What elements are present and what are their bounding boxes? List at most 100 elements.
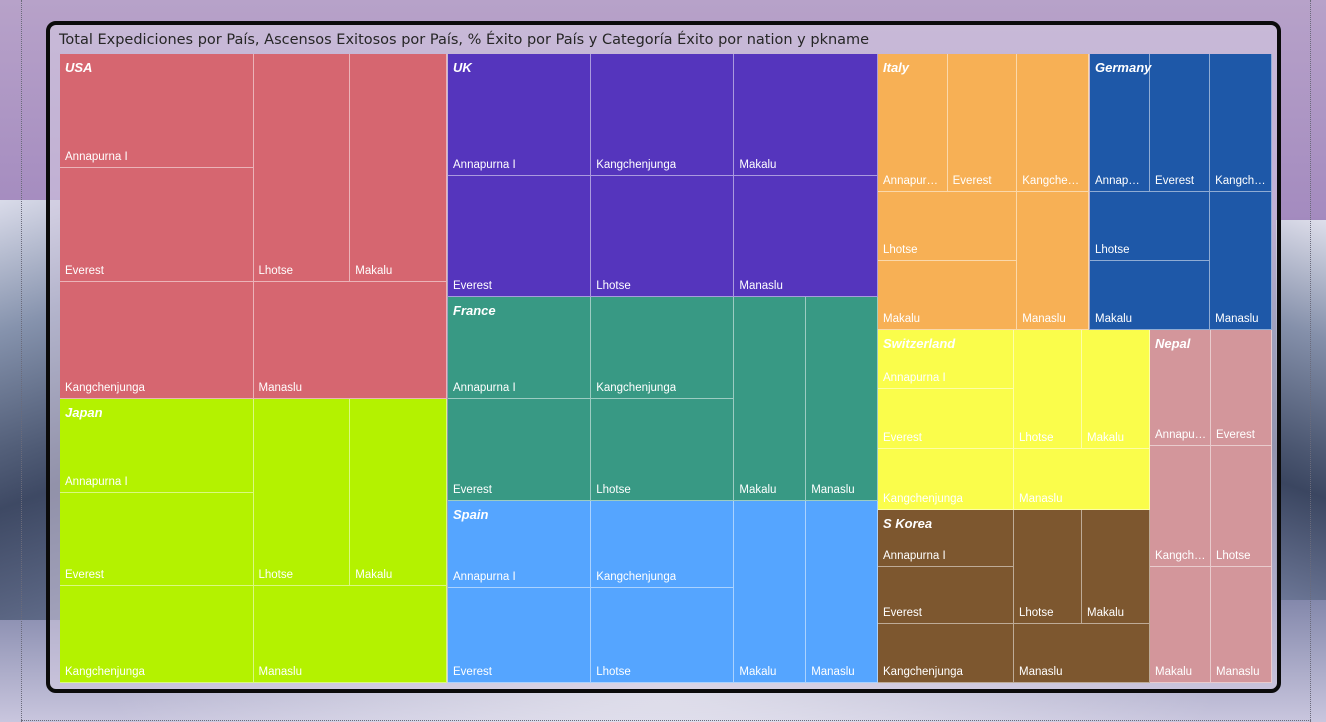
treemap-leaf[interactable]: Manaslu: [806, 297, 878, 501]
treemap-leaf[interactable]: Lhotse: [878, 192, 1018, 261]
treemap-leaf[interactable]: Kangchenjunga: [591, 501, 735, 589]
treemap-leaf[interactable]: Everest: [947, 54, 1018, 192]
treemap-leaf-label: Manaslu: [811, 666, 855, 678]
treemap-leaf[interactable]: Annapurna I: [448, 297, 592, 399]
treemap-leaf-label: Lhotse: [596, 665, 631, 678]
treemap-leaf[interactable]: Manaslu: [1211, 566, 1272, 683]
treemap-leaf[interactable]: Makalu: [1082, 510, 1150, 625]
treemap-leaf-label: Manaslu: [1216, 665, 1260, 678]
treemap-leaf-label: Lhotse: [1216, 549, 1251, 562]
treemap-leaf[interactable]: Everest: [1150, 54, 1211, 192]
treemap-leaf[interactable]: Everest: [1211, 330, 1272, 447]
treemap-leaf[interactable]: Annapurna I: [60, 54, 254, 168]
treemap-leaf[interactable]: Everest: [448, 399, 592, 501]
treemap-leaf[interactable]: Lhotse: [1014, 330, 1082, 449]
treemap-leaf[interactable]: Lhotse: [1090, 192, 1211, 261]
treemap-leaf[interactable]: Everest: [448, 588, 592, 683]
treemap-leaf-label: Makalu: [355, 569, 393, 582]
treemap-leaf[interactable]: Everest: [60, 492, 254, 587]
treemap-leaf-label: Kangchenjunga: [65, 665, 145, 678]
treemap-leaf-label: Manaslu: [739, 280, 783, 292]
treemap-leaf[interactable]: Lhotse: [253, 399, 351, 587]
treemap-leaf-label: Manaslu: [258, 665, 302, 678]
treemap-leaf-label: Annapurna I: [453, 382, 516, 394]
treemap-leaf[interactable]: Kangchenjunga: [591, 297, 735, 399]
visual-title: Total Expediciones por País, Ascensos Ex…: [59, 32, 870, 48]
treemap-leaf-label: Lhotse: [883, 244, 918, 256]
treemap-leaf-label: Everest: [883, 607, 922, 620]
treemap-leaf[interactable]: Kangchenjunga: [591, 54, 735, 176]
treemap-leaf-label: Annapurna I: [1155, 429, 1207, 442]
treemap-leaf[interactable]: Manaslu: [1014, 624, 1150, 683]
treemap-leaf[interactable]: Makalu: [878, 261, 1018, 330]
treemap-leaf[interactable]: Makalu: [734, 54, 878, 176]
treemap-leaf[interactable]: Everest: [878, 389, 1014, 449]
treemap-leaf[interactable]: Kangchenjunga: [878, 624, 1014, 683]
treemap-leaf[interactable]: Annapurna I: [60, 399, 254, 493]
treemap-leaf[interactable]: Makalu: [350, 54, 447, 282]
treemap-plot-area[interactable]: Annapurna I Everest Kangchenjunga Lhotse Mak…: [60, 54, 1272, 683]
treemap-leaf[interactable]: Kangchenjunga: [60, 281, 254, 399]
treemap-leaf[interactable]: Manaslu: [1210, 192, 1272, 330]
treemap-leaf[interactable]: Manaslu: [1014, 448, 1150, 510]
treemap-leaf-label: Makalu: [1087, 607, 1125, 620]
treemap-leaf-label: Manaslu: [1022, 313, 1066, 325]
treemap-leaf[interactable]: Lhotse: [591, 588, 735, 683]
treemap-leaf-label: Annapurna I: [883, 372, 946, 385]
treemap-leaf-label: Lhotse: [258, 569, 294, 582]
treemap-leaf[interactable]: Makalu: [734, 297, 807, 501]
treemap-leaf[interactable]: Lhotse: [253, 54, 351, 282]
treemap-leaf[interactable]: Manaslu: [806, 501, 878, 683]
treemap-leaf[interactable]: Kangchenjunga: [1210, 54, 1272, 192]
canvas-guide-right: [1310, 0, 1311, 722]
treemap-leaf-label: Manaslu: [1215, 313, 1259, 325]
treemap-leaf-label: Lhotse: [1095, 244, 1130, 256]
treemap-leaf[interactable]: Kangchenjunga: [1150, 446, 1211, 567]
treemap-leaf[interactable]: Lhotse: [1014, 510, 1082, 625]
treemap-visual[interactable]: Total Expediciones por País, Ascensos Ex…: [46, 21, 1281, 693]
treemap-leaf[interactable]: Manaslu: [253, 281, 447, 399]
treemap-leaf-label: Makalu: [355, 264, 393, 277]
treemap-nation-label: Switzerland: [883, 336, 956, 351]
treemap-leaf[interactable]: Lhotse: [1211, 446, 1272, 567]
treemap-leaf-label: Lhotse: [596, 484, 631, 496]
treemap-leaf[interactable]: Kangchenjunga: [878, 448, 1014, 510]
treemap-leaf[interactable]: Lhotse: [591, 399, 735, 501]
treemap-leaf[interactable]: Everest: [60, 167, 254, 282]
treemap-nation-label: S Korea: [883, 516, 933, 531]
treemap-leaf-label: Everest: [883, 431, 922, 444]
treemap-leaf[interactable]: Makalu: [1150, 566, 1211, 683]
treemap-leaf[interactable]: Annapurna I: [448, 54, 592, 176]
treemap-leaf-label: Manaslu: [811, 484, 855, 496]
treemap-leaf-label: Annapurna I: [883, 550, 946, 563]
treemap-leaf-label: Everest: [65, 569, 104, 582]
treemap-leaf[interactable]: Makalu: [350, 399, 447, 587]
treemap-leaf[interactable]: Lhotse: [591, 175, 735, 297]
treemap-leaf[interactable]: Annapurna I: [878, 54, 948, 192]
treemap-leaf[interactable]: Makalu: [1090, 261, 1211, 330]
treemap-leaf-label: Kangchenjunga: [1022, 175, 1085, 187]
treemap-leaf-label: Makalu: [883, 313, 921, 325]
treemap-leaf[interactable]: Annapurna I: [878, 510, 1014, 568]
treemap-leaf[interactable]: Manaslu: [253, 586, 447, 683]
treemap-leaf-label: Kangchenjunga: [596, 382, 677, 394]
treemap-leaf-label: Makalu: [1155, 665, 1193, 678]
treemap-leaf[interactable]: Annapurna I: [1090, 54, 1151, 192]
treemap-leaf-label: Kangchenjunga: [1155, 549, 1207, 562]
treemap-leaf[interactable]: Makalu: [734, 501, 807, 683]
treemap-leaf[interactable]: Annapurna I: [448, 501, 592, 589]
treemap-leaf[interactable]: Annapurna I: [1150, 330, 1211, 447]
treemap-leaf[interactable]: Manaslu: [1017, 192, 1089, 330]
treemap-nation-label: France: [453, 303, 496, 318]
treemap-leaf-label: Kangchenjunga: [883, 665, 963, 678]
treemap-leaf[interactable]: Annapurna I: [878, 330, 1014, 390]
treemap-leaf[interactable]: Everest: [448, 175, 592, 297]
treemap-leaf[interactable]: Kangchenjunga: [1017, 54, 1089, 192]
treemap-leaf[interactable]: Everest: [878, 567, 1014, 625]
treemap-leaf-label: Annapurna I: [1095, 175, 1147, 187]
treemap-leaf-label: Annapurna I: [453, 158, 516, 171]
treemap-leaf[interactable]: Manaslu: [734, 175, 878, 297]
treemap-leaf[interactable]: Makalu: [1082, 330, 1150, 449]
treemap-leaf-label: Annapurna I: [65, 150, 128, 163]
treemap-leaf[interactable]: Kangchenjunga: [60, 586, 254, 683]
